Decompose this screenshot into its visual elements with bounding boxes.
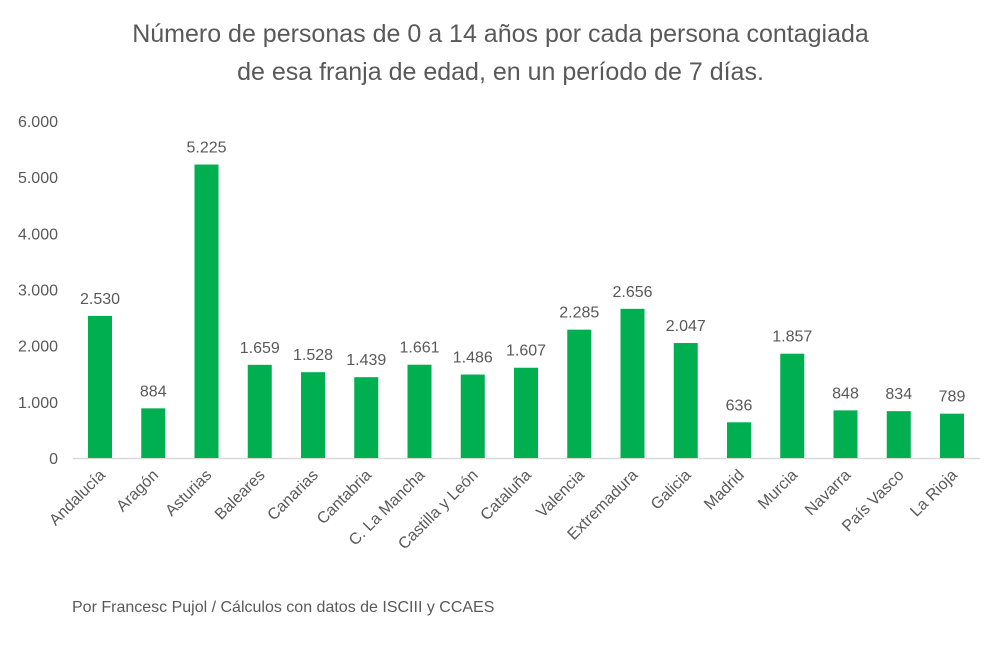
source-note: Por Francesc Pujol / Cálculos con datos … bbox=[72, 599, 495, 616]
bar bbox=[567, 329, 592, 458]
data-label: 1.661 bbox=[399, 340, 439, 357]
bar bbox=[88, 315, 112, 458]
data-label: 5.225 bbox=[186, 140, 226, 157]
bar bbox=[833, 410, 858, 458]
data-label: 2.285 bbox=[559, 305, 599, 322]
data-label: 848 bbox=[832, 385, 859, 402]
x-tick-label: Andalucía bbox=[46, 467, 108, 529]
data-label: 2.047 bbox=[666, 318, 706, 335]
bar bbox=[194, 164, 219, 458]
data-label: 1.607 bbox=[506, 343, 546, 360]
bar bbox=[301, 372, 325, 458]
bar bbox=[514, 367, 538, 458]
bar bbox=[673, 343, 698, 458]
y-tick-label: 5.000 bbox=[18, 170, 58, 187]
x-tick-label: Cataluña bbox=[478, 467, 535, 524]
data-label: 834 bbox=[885, 386, 912, 403]
data-label: 636 bbox=[726, 397, 753, 414]
x-tick-label: La Rioja bbox=[907, 467, 961, 521]
y-tick-label: 4.000 bbox=[18, 226, 58, 243]
data-label: 1.439 bbox=[346, 352, 386, 369]
data-label: 1.486 bbox=[453, 350, 493, 367]
x-tick-label: Madrid bbox=[701, 467, 748, 514]
bar bbox=[460, 374, 485, 458]
y-tick-label: 3.000 bbox=[18, 283, 58, 300]
data-label: 789 bbox=[939, 389, 966, 406]
x-tick-label: Valencia bbox=[533, 467, 588, 522]
bar bbox=[780, 353, 805, 458]
bar bbox=[727, 422, 751, 458]
x-tick-label: Navarra bbox=[802, 467, 854, 519]
bar bbox=[620, 308, 645, 458]
data-label: 1.857 bbox=[772, 329, 812, 346]
bar bbox=[940, 413, 964, 458]
x-tick-label: Galicia bbox=[648, 467, 695, 514]
chart-title-line-1: Número de personas de 0 a 14 años por ca… bbox=[132, 20, 869, 48]
data-label: 1.528 bbox=[293, 347, 333, 364]
x-tick-label: Asturias bbox=[162, 467, 215, 520]
y-tick-label: 6.000 bbox=[18, 114, 58, 131]
bar bbox=[141, 408, 166, 458]
y-tick-label: 0 bbox=[49, 451, 58, 468]
bar bbox=[354, 377, 379, 458]
bar bbox=[407, 364, 432, 458]
bar bbox=[886, 411, 911, 458]
y-tick-label: 1.000 bbox=[18, 395, 58, 412]
y-tick-label: 2.000 bbox=[18, 339, 58, 356]
x-tick-label: Murcia bbox=[755, 467, 801, 513]
data-label: 884 bbox=[140, 383, 167, 400]
chart-title-line-2: de esa franja de edad, en un período de … bbox=[237, 58, 764, 86]
data-label: 2.656 bbox=[612, 284, 652, 301]
data-label: 1.659 bbox=[240, 340, 280, 357]
x-tick-label: Aragón bbox=[114, 467, 163, 516]
bar bbox=[247, 364, 272, 458]
x-tick-label: Baleares bbox=[212, 467, 269, 524]
data-label: 2.530 bbox=[80, 291, 120, 308]
